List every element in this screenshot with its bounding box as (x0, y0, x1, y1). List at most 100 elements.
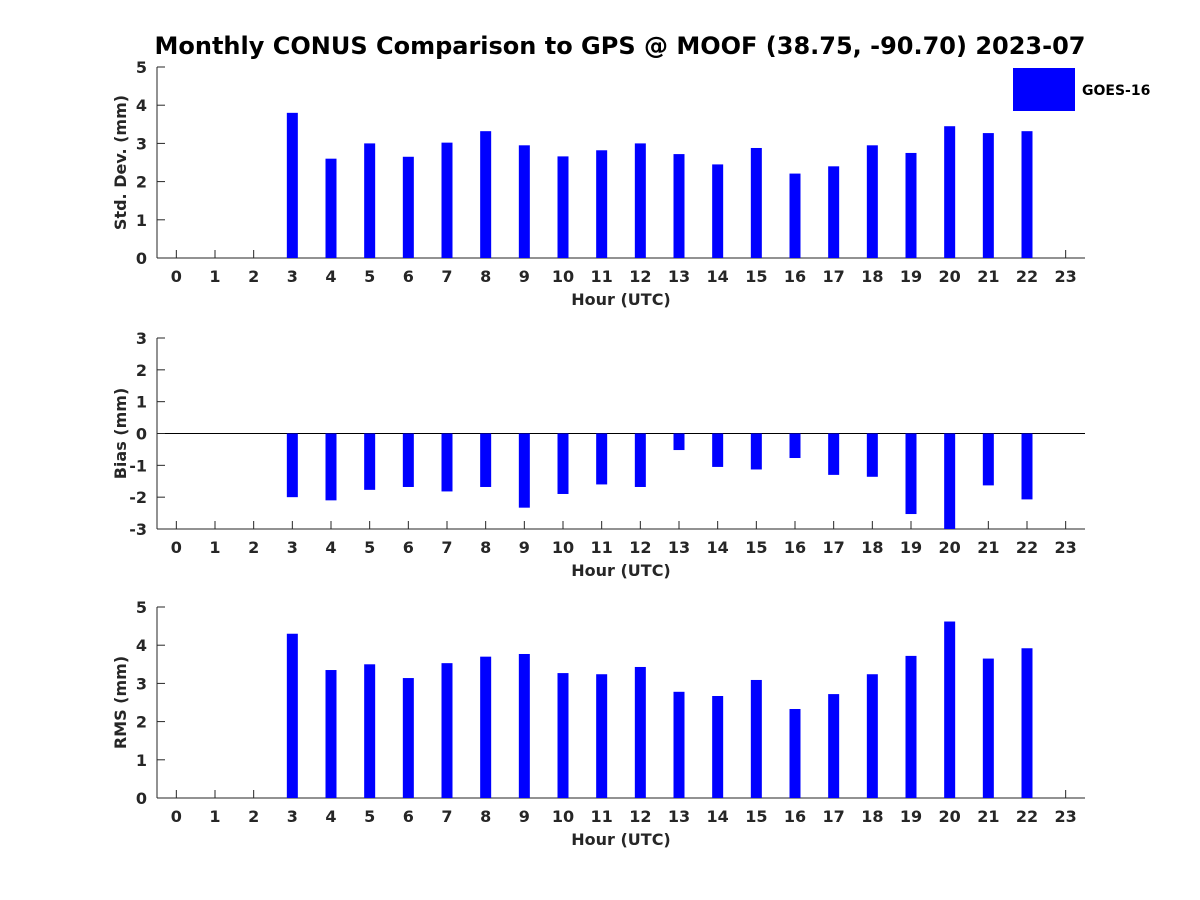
bar (673, 691, 685, 798)
x-tick-label: 8 (480, 538, 491, 557)
x-tick-label: 12 (629, 538, 651, 557)
x-tick-label: 12 (629, 807, 651, 826)
bar (982, 133, 994, 258)
x-tick-label: 5 (364, 267, 375, 286)
x-tick-label: 0 (171, 538, 182, 557)
x-axis-label: Hour (UTC) (571, 561, 671, 580)
legend-label: GOES-16 (1082, 83, 1150, 99)
x-tick-label: 13 (668, 807, 690, 826)
y-tick-label: 0 (136, 425, 147, 444)
bar (518, 433, 530, 508)
x-tick-label: 10 (552, 538, 574, 557)
bar (828, 166, 840, 258)
x-tick-label: 18 (861, 267, 883, 286)
x-tick-label: 3 (287, 538, 298, 557)
bar (712, 433, 724, 467)
x-tick-label: 6 (403, 538, 414, 557)
bar (828, 433, 840, 475)
y-tick-label: 0 (136, 789, 147, 808)
bar (944, 433, 956, 529)
x-tick-label: 20 (939, 538, 961, 557)
bar (557, 433, 569, 494)
y-tick-label: 3 (136, 134, 147, 153)
x-tick-label: 13 (668, 267, 690, 286)
bar (364, 664, 376, 798)
y-tick-label: 5 (136, 598, 147, 617)
x-tick-label: 16 (784, 267, 806, 286)
x-tick-label: 22 (1016, 267, 1038, 286)
bar (1021, 433, 1033, 500)
y-tick-label: 1 (136, 211, 147, 230)
bar (750, 433, 762, 470)
bar (905, 152, 917, 258)
x-tick-label: 10 (552, 807, 574, 826)
x-tick-label: 15 (745, 267, 767, 286)
x-tick-label: 5 (364, 807, 375, 826)
bar (712, 164, 724, 258)
bar (905, 655, 917, 798)
bar (673, 433, 685, 451)
legend-swatch (1013, 68, 1075, 111)
x-tick-label: 22 (1016, 807, 1038, 826)
bar (866, 433, 878, 477)
chart-title: Monthly CONUS Comparison to GPS @ MOOF (… (155, 32, 1086, 60)
y-tick-label: 1 (136, 751, 147, 770)
x-tick-label: 7 (441, 807, 452, 826)
y-axis-label: RMS (mm) (111, 656, 130, 749)
bar (286, 433, 298, 498)
x-tick-label: 7 (441, 267, 452, 286)
x-tick-label: 2 (248, 807, 259, 826)
x-tick-label: 21 (977, 538, 999, 557)
x-tick-label: 6 (403, 807, 414, 826)
bar (1021, 131, 1033, 258)
y-tick-label: 0 (136, 249, 147, 268)
bar (789, 433, 801, 459)
bar (325, 670, 337, 798)
bar (596, 674, 608, 798)
x-tick-label: 2 (248, 267, 259, 286)
x-tick-label: 7 (441, 538, 452, 557)
x-tick-label: 11 (591, 267, 613, 286)
x-tick-label: 1 (209, 267, 220, 286)
bar (286, 633, 298, 798)
bar (866, 674, 878, 798)
bar (905, 433, 917, 515)
bar (634, 143, 646, 258)
x-tick-label: 12 (629, 267, 651, 286)
x-tick-label: 11 (591, 538, 613, 557)
bar (480, 131, 492, 258)
x-tick-label: 14 (707, 807, 729, 826)
x-tick-label: 19 (900, 807, 922, 826)
x-tick-label: 10 (552, 267, 574, 286)
bar (286, 112, 298, 258)
bar (789, 173, 801, 258)
bar (364, 433, 376, 490)
y-tick-label: 1 (136, 393, 147, 412)
x-tick-label: 9 (519, 538, 530, 557)
x-tick-label: 20 (939, 267, 961, 286)
y-tick-label: -2 (129, 488, 147, 507)
x-tick-label: 11 (591, 807, 613, 826)
bar (325, 433, 337, 501)
x-tick-label: 14 (707, 267, 729, 286)
x-tick-label: 21 (977, 267, 999, 286)
x-axis-label: Hour (UTC) (571, 830, 671, 849)
y-tick-label: 4 (136, 96, 147, 115)
bar (673, 154, 685, 258)
x-tick-label: 17 (823, 538, 845, 557)
y-tick-label: 4 (136, 636, 147, 655)
bar (982, 433, 994, 486)
x-tick-label: 9 (519, 807, 530, 826)
bar (402, 678, 414, 798)
y-tick-label: 2 (136, 173, 147, 192)
x-tick-label: 0 (171, 807, 182, 826)
bar (402, 156, 414, 258)
bar (441, 663, 453, 798)
bar (944, 621, 956, 798)
x-tick-label: 4 (325, 538, 336, 557)
x-tick-label: 1 (209, 807, 220, 826)
bar (596, 433, 608, 485)
y-tick-label: 5 (136, 58, 147, 77)
